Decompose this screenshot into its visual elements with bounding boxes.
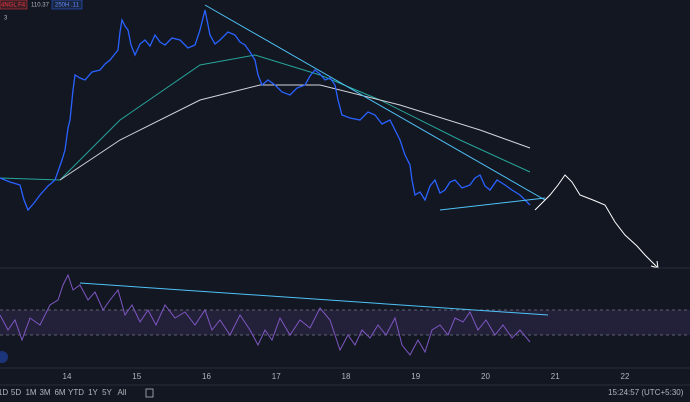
symbol: 4NGL F4 bbox=[1, 3, 26, 9]
trendline bbox=[204, 4, 546, 201]
range-button[interactable]: 3M bbox=[39, 388, 50, 397]
range-button[interactable]: 1Y bbox=[88, 388, 98, 397]
indicator: 250H .11 bbox=[55, 3, 80, 9]
count: 3 bbox=[4, 16, 8, 22]
indicator-badge bbox=[51, 0, 83, 10]
range-button[interactable]: YTD bbox=[68, 388, 84, 397]
symbol-badge bbox=[0, 0, 28, 10]
time-label: 19 bbox=[411, 372, 420, 381]
range-button[interactable]: 1M bbox=[25, 388, 36, 397]
time-label: 17 bbox=[272, 372, 281, 381]
rsi-band bbox=[0, 310, 690, 335]
time-label: 16 bbox=[202, 372, 211, 381]
range-button[interactable]: 5Y bbox=[102, 388, 112, 397]
price: 110.37 bbox=[31, 3, 50, 9]
price-line bbox=[0, 9, 531, 212]
range-button[interactable]: All bbox=[118, 388, 127, 397]
time-label: 14 bbox=[63, 372, 72, 381]
forecast-path bbox=[534, 174, 659, 269]
date-range-icon[interactable] bbox=[145, 388, 154, 398]
ma-slow bbox=[59, 84, 531, 181]
range-button[interactable]: 6M bbox=[54, 388, 65, 397]
rsi-trendline bbox=[79, 282, 549, 316]
time-label: 20 bbox=[481, 372, 490, 381]
time-label: 18 bbox=[342, 372, 351, 381]
time-label: 15 bbox=[132, 372, 141, 381]
range-button[interactable]: 5D bbox=[11, 388, 21, 397]
trendline bbox=[439, 197, 546, 211]
time-label: 21 bbox=[551, 372, 560, 381]
ma-fast bbox=[0, 54, 531, 181]
clock: 15:24:57 (UTC+5:30) bbox=[608, 388, 684, 397]
rsi-line bbox=[0, 273, 531, 356]
pane-toggle[interactable] bbox=[0, 351, 8, 363]
range-button[interactable]: 1D bbox=[0, 388, 8, 397]
time-label: 22 bbox=[621, 372, 630, 381]
